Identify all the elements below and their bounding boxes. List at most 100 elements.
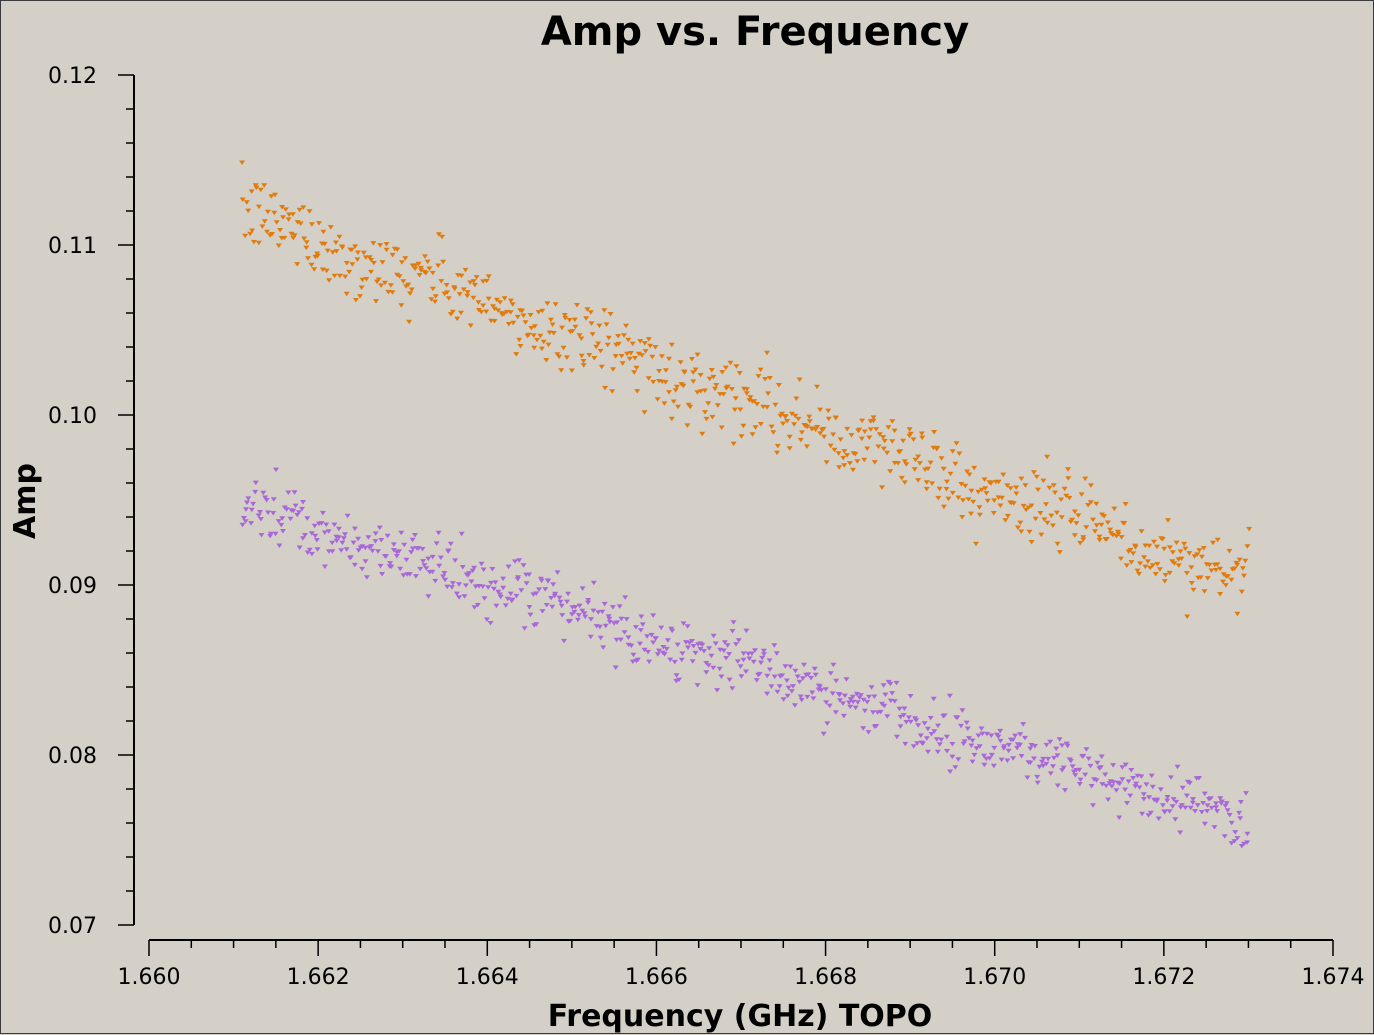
- data-point: [897, 449, 904, 454]
- data-point: [678, 657, 685, 663]
- data-point: [1069, 764, 1076, 769]
- data-point: [1031, 744, 1038, 749]
- data-point: [750, 659, 757, 665]
- data-point: [831, 447, 838, 453]
- data-point: [365, 535, 372, 540]
- data-point: [1174, 764, 1181, 770]
- data-point: [870, 418, 877, 424]
- data-point: [1179, 785, 1186, 791]
- data-point: [1127, 547, 1134, 553]
- data-point: [1017, 742, 1023, 748]
- data-point: [812, 672, 819, 678]
- x-tick-label: 1.664: [456, 965, 519, 990]
- data-point: [393, 554, 400, 559]
- data-point: [270, 497, 277, 502]
- data-point: [305, 256, 311, 261]
- data-point: [349, 262, 356, 267]
- data-point: [947, 471, 954, 477]
- data-point: [738, 674, 745, 679]
- data-point: [897, 724, 904, 729]
- data-point: [338, 548, 345, 553]
- data-point: [606, 620, 613, 625]
- data-point: [973, 541, 979, 547]
- data-point: [706, 646, 713, 651]
- data-point: [312, 533, 319, 539]
- data-point: [1077, 540, 1084, 546]
- data-point: [1007, 486, 1014, 491]
- data-point: [884, 714, 891, 719]
- data-point: [1058, 497, 1065, 502]
- data-point: [422, 271, 429, 276]
- data-point: [556, 595, 563, 601]
- y-tick-label: 0.11: [48, 234, 97, 259]
- data-point: [590, 608, 597, 614]
- data-point: [452, 558, 459, 563]
- data-point: [1220, 579, 1226, 585]
- data-point: [564, 599, 570, 605]
- data-point: [762, 377, 769, 382]
- data-point: [1149, 563, 1156, 568]
- data-point: [925, 466, 931, 472]
- data-point: [914, 741, 921, 746]
- data-point: [825, 408, 832, 414]
- data-point: [706, 376, 713, 382]
- data-point: [718, 674, 725, 679]
- data-point: [959, 708, 966, 713]
- data-point: [765, 391, 772, 396]
- data-point: [595, 341, 602, 346]
- data-point: [919, 741, 926, 746]
- data-point: [607, 312, 614, 317]
- data-point: [1020, 503, 1027, 509]
- data-point: [521, 626, 528, 631]
- data-point: [1204, 576, 1211, 581]
- data-point: [818, 688, 825, 693]
- data-point: [383, 554, 389, 559]
- data-point: [351, 526, 358, 532]
- data-point: [458, 273, 465, 279]
- data-point: [1201, 589, 1208, 594]
- data-point: [697, 389, 704, 394]
- data-point: [729, 686, 736, 691]
- data-point: [1189, 800, 1196, 806]
- data-point: [882, 692, 889, 698]
- data-point: [732, 396, 739, 401]
- data-point: [764, 691, 771, 697]
- data-point: [462, 583, 469, 588]
- data-point: [753, 678, 760, 683]
- data-point: [350, 540, 357, 546]
- data-point: [496, 592, 503, 597]
- data-point: [1134, 568, 1141, 574]
- data-point: [585, 598, 592, 603]
- data-point: [1122, 762, 1129, 768]
- data-point: [846, 700, 853, 705]
- data-point: [481, 596, 488, 601]
- data-point: [1035, 487, 1041, 493]
- data-point: [690, 379, 697, 384]
- data-point: [933, 737, 940, 742]
- data-point: [728, 387, 735, 392]
- data-point: [854, 700, 861, 705]
- data-point: [680, 621, 687, 626]
- data-point: [565, 591, 572, 597]
- data-point: [531, 324, 538, 329]
- data-point: [589, 332, 596, 337]
- data-point: [507, 310, 514, 315]
- data-point: [495, 589, 502, 595]
- data-point: [689, 357, 695, 362]
- data-point: [280, 215, 286, 220]
- data-point: [713, 383, 720, 388]
- data-point: [735, 638, 742, 643]
- data-point: [485, 274, 492, 279]
- data-point: [1033, 474, 1040, 480]
- data-point: [1027, 760, 1034, 766]
- data-point: [968, 488, 975, 494]
- data-point: [1010, 501, 1017, 506]
- data-point: [272, 192, 278, 198]
- data-point: [652, 636, 659, 641]
- data-point: [296, 545, 303, 550]
- data-point: [267, 531, 274, 537]
- data-point: [846, 461, 853, 466]
- data-point: [832, 710, 839, 715]
- data-point: [936, 742, 943, 747]
- data-point: [668, 416, 675, 422]
